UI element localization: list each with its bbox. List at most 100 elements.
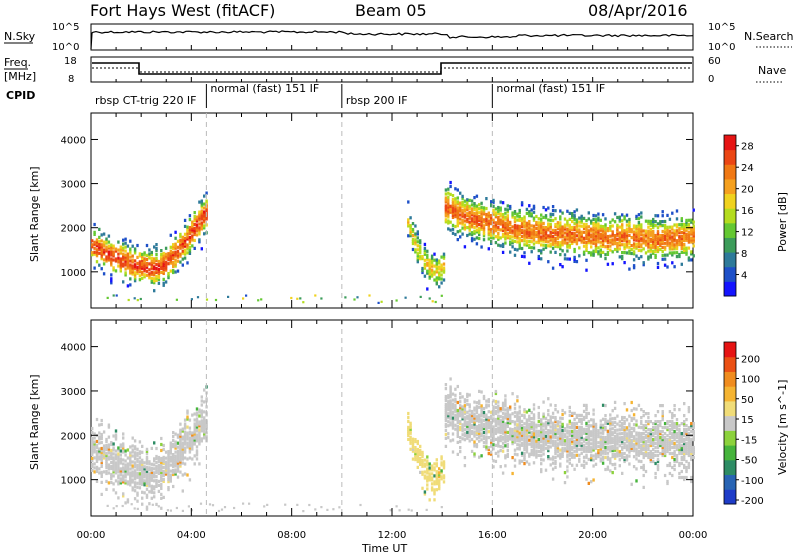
range-gate-cell [678,471,681,476]
range-gate-cell [540,454,543,458]
range-gate-cell [506,416,509,421]
range-gate-cell [470,419,474,424]
range-gate-cell [435,482,438,486]
range-gate-cell [642,473,645,478]
range-gate-cell [454,409,457,413]
range-gate-cell [93,462,96,466]
range-gate-cell [203,202,206,206]
range-gate-cell [430,258,434,262]
range-gate-cell [504,227,507,231]
range-gate-cell [456,410,459,415]
range-gate-cell [523,426,526,430]
range-gate-cell [200,203,203,207]
range-gate-cell [174,242,177,246]
range-gate-cell [678,252,681,257]
range-gate-cell [640,443,643,448]
range-gate-cell [423,264,427,268]
range-gate-cell [561,225,564,229]
range-gate-cell [466,220,469,224]
range-gate-cell [675,434,679,438]
range-gate-cell [186,437,189,441]
range-gate-cell [599,228,602,232]
range-gate-cell [179,458,182,462]
range-gate-cell [611,417,614,421]
range-gate-cell [528,434,531,438]
range-gate-cell [680,451,683,456]
range-gate-cell [506,210,509,214]
range-gate-cell [621,231,624,235]
range-gate-cell [661,412,664,416]
range-gate-cell [433,264,436,268]
range-gate-cell [540,462,543,466]
range-gate-cell [193,432,196,436]
range-gate-cell [530,432,533,437]
range-gate-cell [95,443,99,448]
range-gate-cell [138,466,142,470]
range-gate-cell [632,447,636,451]
range-gate-cell [112,246,115,250]
range-gate-cell [587,411,590,416]
range-gate-cell [571,433,574,437]
range-gate-cell [520,246,524,251]
range-gate-cell [148,272,151,276]
range-gate-cell [594,454,598,458]
range-gate-cell [119,457,122,461]
range-gate-cell [661,224,664,228]
range-gate-cell [172,253,175,257]
range-gate-cell [490,214,493,218]
range-gate-cell [153,471,156,475]
range-gate-cell [169,475,172,479]
range-gate-cell [119,247,122,251]
power-ylabel: Slant Range [km] [28,166,41,262]
range-gate-cell [468,212,471,216]
range-gate-cell [532,238,536,242]
range-gate-cell [659,238,662,242]
range-gate-cell [668,420,672,424]
range-gate-cell [435,464,438,468]
range-gate-cell [547,441,550,445]
range-gate-cell [578,238,581,242]
range-gate-cell [568,211,571,215]
range-gate-cell [659,404,662,408]
range-gate-cell [186,233,189,237]
colorbar-swatch [724,445,736,461]
range-gate-cell [482,394,486,399]
range-gate-cell [193,217,196,221]
range-gate-cell [599,250,602,254]
range-gate-cell [157,263,161,268]
range-gate-cell [463,410,467,414]
range-gate-cell [160,262,163,267]
range-gate-cell [478,419,481,423]
range-gate-cell [414,454,417,458]
range-gate-cell [637,217,641,221]
range-gate-cell [661,418,664,422]
range-gate-cell [426,269,429,273]
range-gate-cell [523,430,526,434]
range-gate-cell [451,211,455,216]
range-gate-cell [485,425,488,429]
range-gate-cell [516,447,519,451]
range-gate-cell [95,455,99,459]
range-gate-cell [419,458,422,462]
range-gate-cell [561,424,564,428]
range-gate-cell [609,240,612,244]
range-gate-cell [195,421,199,425]
range-gate-cell [613,448,617,452]
range-gate-cell [136,243,139,248]
range-gate-cell [687,445,691,450]
range-gate-cell [497,227,500,231]
range-gate-cell [623,427,626,432]
range-gate-cell [585,219,588,223]
range-gate-cell [671,261,674,265]
range-gate-cell [475,401,479,405]
range-gate-cell [423,248,427,252]
range-gate-cell [105,255,108,259]
range-gate-cell [666,241,669,245]
range-gate-cell [578,216,581,220]
range-gate-cell [449,413,452,417]
range-gate-cell [138,268,142,272]
range-gate-cell [117,480,120,484]
range-gate-cell [409,234,412,238]
range-gate-cell [188,456,192,460]
range-gate-cell [601,449,605,453]
